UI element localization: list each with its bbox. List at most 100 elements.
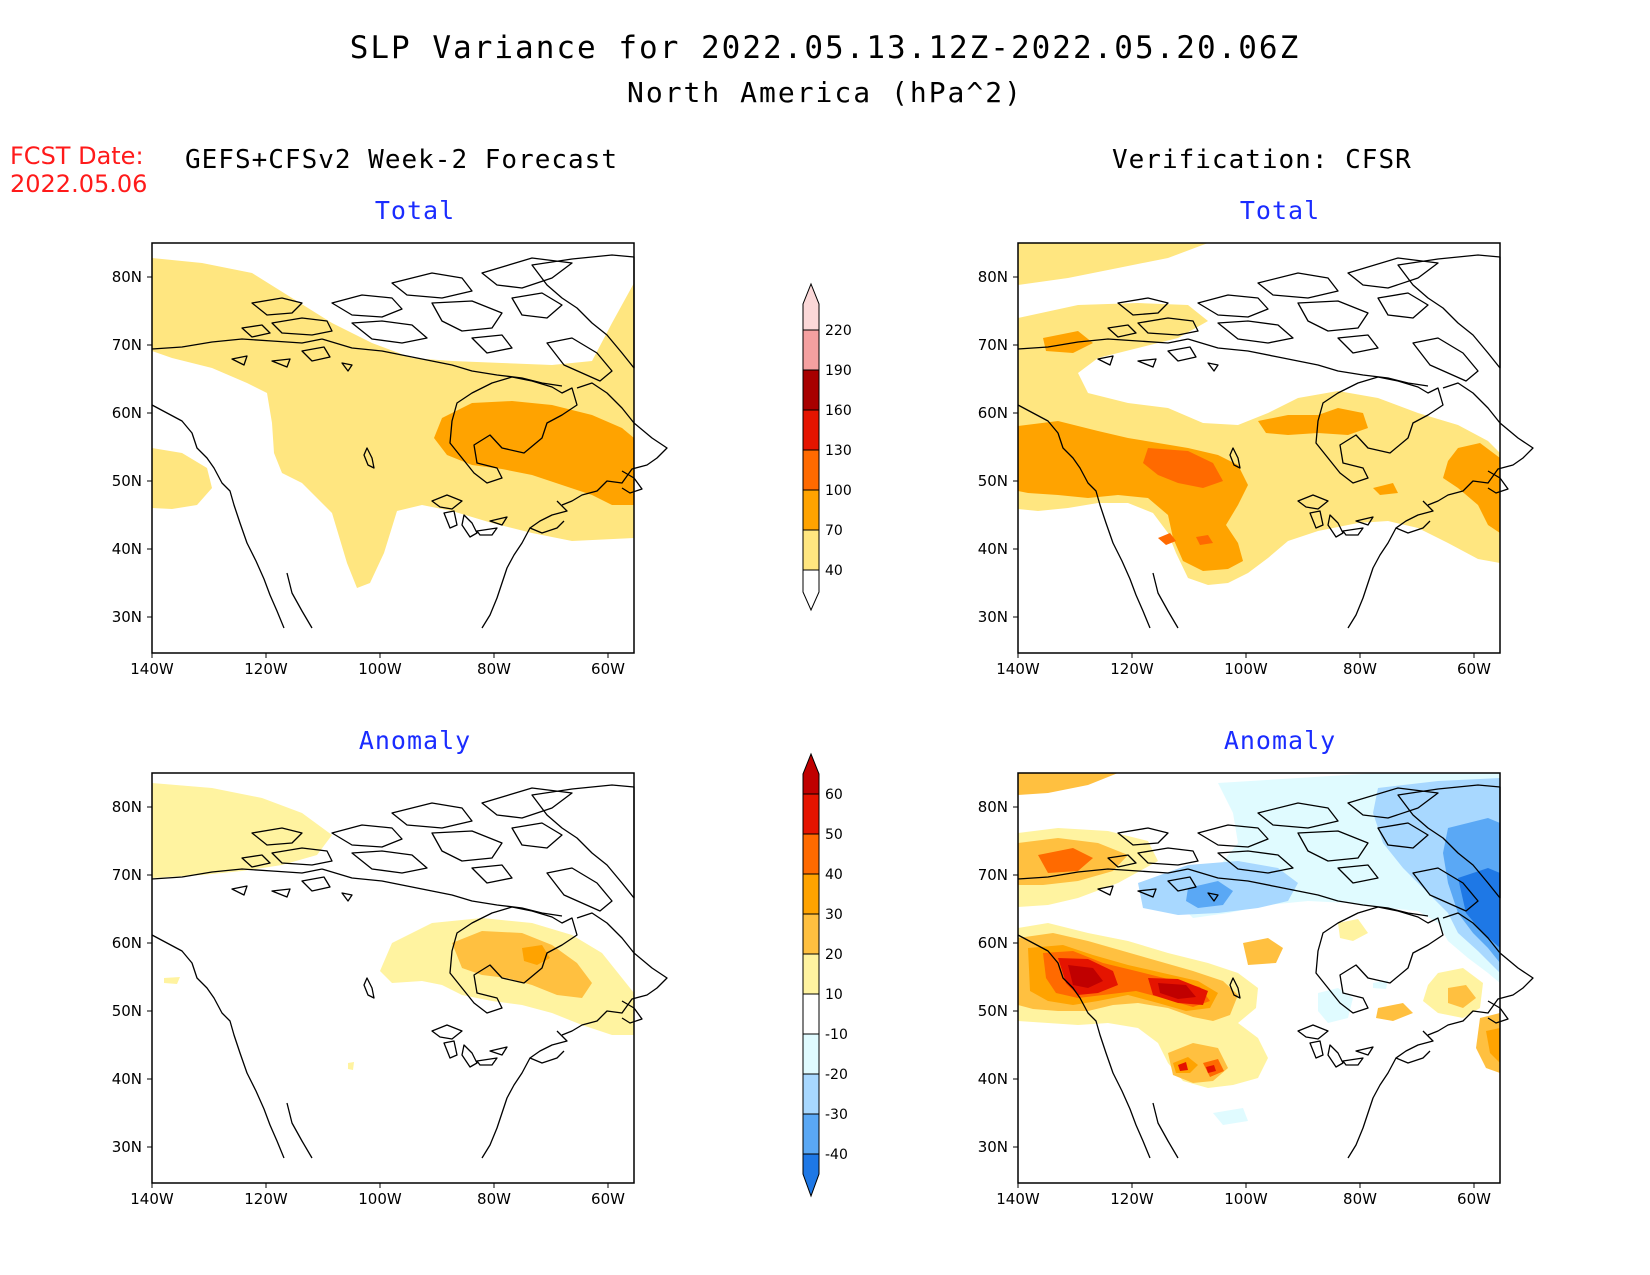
anomaly-level: 20 [825, 947, 843, 963]
anomaly-level: 30 [825, 907, 843, 923]
total-colorbar-bin [802, 489, 820, 531]
lon-label: 140W [130, 660, 174, 678]
lon-label: 60W [1457, 1190, 1491, 1208]
anomaly-colorbar-bin [802, 993, 820, 1035]
lat-label: 60N [978, 934, 1008, 952]
lat-tick-labels: 80N 70N 60N 50N 40N 30N [112, 798, 152, 1156]
anomaly-level: -20 [825, 1067, 848, 1083]
total-colorbar-bin [802, 409, 820, 451]
lat-label: 70N [978, 336, 1008, 354]
verification-anomaly-title: Anomaly [1223, 726, 1337, 755]
lon-label: 100W [1224, 660, 1268, 678]
lat-tick-labels: 80N 70N 60N 50N 40N 30N [978, 268, 1018, 626]
lon-label: 120W [1110, 1190, 1154, 1208]
total-level: 160 [825, 403, 852, 419]
anomaly-level: 50 [825, 827, 843, 843]
lon-tick-labels: 140W 120W 100W 80W 60W [996, 653, 1491, 678]
total-colorbar-top-arrow [802, 282, 820, 331]
lat-label: 30N [112, 1138, 142, 1156]
anomaly-level: 40 [825, 867, 843, 883]
main-subtitle: North America (hPa^2) [626, 76, 1023, 109]
lat-label: 50N [978, 1002, 1008, 1020]
main-title: SLP Variance for 2022.05.13.12Z-2022.05.… [349, 30, 1301, 66]
lat-label: 80N [112, 798, 142, 816]
forecast-total-map: 80N 70N 60N 50N 40N 30N 140W 120W 100W 8… [112, 242, 668, 678]
total-colorbar-bin [802, 329, 820, 371]
verification-column-title: Verification: CFSR [1112, 145, 1412, 175]
total-colorbar-bin [802, 529, 820, 571]
total-colorbar-bottom-arrow [802, 570, 820, 612]
lat-label: 50N [978, 472, 1008, 490]
anomaly-colorbar-bottom-arrow [802, 1153, 820, 1198]
lat-tick-labels: 80N 70N 60N 50N 40N 30N [112, 268, 152, 626]
anomaly-colorbar: 60 50 40 30 20 10 -10 -20 -30 -40 [802, 752, 848, 1198]
anomaly-colorbar-top-arrow [802, 752, 820, 795]
lon-label: 120W [244, 660, 288, 678]
lat-label: 60N [112, 404, 142, 422]
lon-label: 100W [358, 1190, 402, 1208]
lon-label: 60W [591, 660, 625, 678]
lon-tick-labels: 140W 120W 100W 80W 60W [996, 1183, 1491, 1208]
lon-label: 60W [591, 1190, 625, 1208]
anomaly-level: 10 [825, 987, 843, 1003]
forecast-anomaly-map: 80N 70N 60N 50N 40N 30N 140W 120W 100W 8… [112, 772, 668, 1208]
lon-label: 60W [1457, 660, 1491, 678]
anomaly-level: -10 [825, 1027, 848, 1043]
lat-label: 70N [978, 866, 1008, 884]
total-colorbar-bin [802, 449, 820, 491]
anomaly-colorbar-bin [802, 873, 820, 915]
lat-label: 70N [112, 866, 142, 884]
lat-label: 60N [978, 404, 1008, 422]
lat-label: 70N [112, 336, 142, 354]
lat-label: 80N [112, 268, 142, 286]
lat-label: 30N [978, 1138, 1008, 1156]
lat-label: 30N [978, 608, 1008, 626]
lat-label: 50N [112, 472, 142, 490]
lat-label: 40N [112, 1070, 142, 1088]
verification-total-shading [1018, 243, 1500, 585]
anomaly-colorbar-bin [802, 1073, 820, 1115]
lon-label: 100W [358, 660, 402, 678]
forecast-anomaly-shading [152, 783, 634, 1070]
lon-label: 80W [1343, 1190, 1377, 1208]
lon-label: 140W [996, 1190, 1040, 1208]
lon-tick-labels: 140W 120W 100W 80W 60W [130, 1183, 625, 1208]
fcst-date-value: 2022.05.06 [10, 170, 148, 198]
total-level: 40 [825, 563, 843, 579]
lat-label: 40N [978, 1070, 1008, 1088]
lon-label: 120W [1110, 660, 1154, 678]
lon-label: 80W [477, 1190, 511, 1208]
lat-label: 60N [112, 934, 142, 952]
lat-label: 40N [112, 540, 142, 558]
anomaly-level: -40 [825, 1147, 848, 1163]
forecast-anomaly-title: Anomaly [358, 726, 472, 755]
lat-label: 80N [978, 268, 1008, 286]
forecast-column-title: GEFS+CFSv2 Week-2 Forecast [185, 145, 618, 175]
verification-total-title: Total [1239, 196, 1321, 225]
lat-label: 50N [112, 1002, 142, 1020]
total-level: 100 [825, 483, 852, 499]
total-level: 220 [825, 323, 852, 339]
lat-label: 80N [978, 798, 1008, 816]
total-level: 70 [825, 523, 843, 539]
lon-label: 120W [244, 1190, 288, 1208]
anomaly-colorbar-bin [802, 1113, 820, 1155]
lat-label: 40N [978, 540, 1008, 558]
lon-label: 140W [996, 660, 1040, 678]
lat-label: 30N [112, 608, 142, 626]
lon-label: 100W [1224, 1190, 1268, 1208]
anomaly-colorbar-bin [802, 833, 820, 875]
total-colorbar: 40 70 100 130 160 190 220 [802, 282, 852, 612]
anomaly-colorbar-bin [802, 1033, 820, 1075]
lon-label: 140W [130, 1190, 174, 1208]
verification-anomaly-shading [1018, 773, 1500, 1125]
verification-total-map: 80N 70N 60N 50N 40N 30N 140W 120W 100W 8… [978, 242, 1534, 678]
total-level: 190 [825, 363, 852, 379]
anomaly-level: 60 [825, 787, 843, 803]
fcst-date-label: FCST Date: [10, 142, 144, 170]
lon-tick-labels: 140W 120W 100W 80W 60W [130, 653, 625, 678]
anomaly-colorbar-bin [802, 793, 820, 835]
forecast-total-title: Total [374, 196, 456, 225]
lon-label: 80W [1343, 660, 1377, 678]
verification-anomaly-map: 80N 70N 60N 50N 40N 30N 140W 120W 100W 8… [978, 772, 1534, 1208]
